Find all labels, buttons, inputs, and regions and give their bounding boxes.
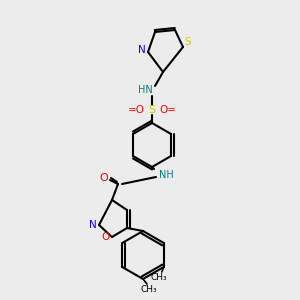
Text: N: N [89, 220, 97, 230]
Text: =O: =O [128, 105, 145, 115]
Text: NH: NH [159, 170, 173, 180]
Text: S: S [185, 37, 191, 47]
Text: CH₃: CH₃ [151, 272, 167, 281]
Text: O: O [100, 173, 108, 183]
Text: S: S [148, 105, 156, 115]
Text: CH₃: CH₃ [141, 284, 157, 293]
Text: O=: O= [160, 105, 176, 115]
Text: O: O [102, 232, 110, 242]
Text: HN: HN [138, 85, 152, 95]
Text: N: N [138, 45, 146, 55]
